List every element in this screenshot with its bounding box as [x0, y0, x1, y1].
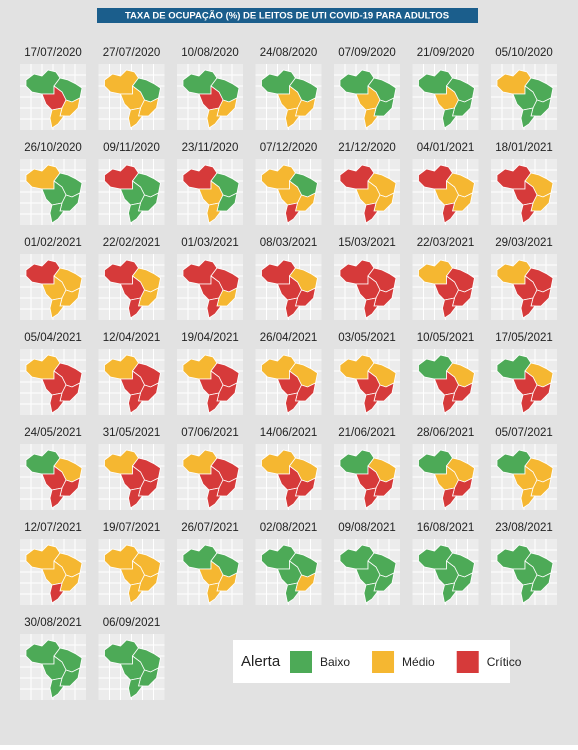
map-date: 22/03/2021 [417, 237, 475, 249]
map-date: 26/10/2020 [24, 142, 82, 154]
map-date: 21/06/2021 [338, 427, 396, 439]
map-region [363, 487, 379, 509]
map-region [128, 297, 144, 319]
map-region [128, 677, 144, 699]
header-title: TAXA DE OCUPAÇÃO (%) DE LEITOS DE UTI CO… [125, 11, 449, 22]
header-bar [97, 8, 478, 23]
map-region [442, 107, 458, 129]
map-region [285, 392, 301, 414]
map-date: 07/09/2020 [338, 47, 396, 59]
map-date: 17/07/2020 [24, 47, 82, 59]
map-date: 21/12/2020 [338, 142, 396, 154]
map-date: 31/05/2021 [103, 427, 161, 439]
map-region [285, 297, 301, 319]
map-region [49, 582, 65, 604]
map-region [442, 392, 458, 414]
map-date: 29/03/2021 [495, 237, 553, 249]
map-region [206, 202, 222, 224]
map-date: 09/08/2021 [338, 522, 396, 534]
map-region [49, 392, 65, 414]
map-date: 28/06/2021 [417, 427, 475, 439]
map-region [442, 582, 458, 604]
map-region [206, 487, 222, 509]
map-date: 16/08/2021 [417, 522, 475, 534]
map-region [520, 582, 536, 604]
map-date: 23/11/2020 [182, 142, 239, 154]
map-date: 01/02/2021 [24, 237, 82, 249]
map-region [520, 297, 536, 319]
legend-swatch [290, 651, 312, 673]
map-date: 03/05/2021 [338, 332, 396, 344]
map-date: 17/05/2021 [495, 332, 553, 344]
map-date: 12/04/2021 [103, 332, 161, 344]
map-region [520, 107, 536, 129]
map-region [128, 582, 144, 604]
map-date: 21/09/2020 [417, 47, 475, 59]
map-region [520, 487, 536, 509]
map-region [520, 392, 536, 414]
map-date: 05/10/2020 [495, 47, 553, 59]
legend-label: Baixo [320, 655, 350, 669]
map-region [128, 392, 144, 414]
legend-label: Crítico [487, 655, 522, 669]
map-region [206, 582, 222, 604]
map-region [442, 297, 458, 319]
map-region [206, 392, 222, 414]
map-region [363, 107, 379, 129]
map-date: 19/07/2021 [103, 522, 161, 534]
map-date: 02/08/2021 [260, 522, 318, 534]
map-region [520, 202, 536, 224]
map-region [285, 107, 301, 129]
legend-title: Alerta [241, 653, 281, 670]
map-date: 22/02/2021 [103, 237, 161, 249]
map-region [363, 392, 379, 414]
map-date: 26/07/2021 [181, 522, 239, 534]
map-region [49, 677, 65, 699]
map-date: 12/07/2021 [24, 522, 82, 534]
legend-swatch [372, 651, 395, 673]
map-region [49, 487, 65, 509]
map-date: 10/05/2021 [417, 332, 475, 344]
map-region [363, 202, 379, 224]
map-region [285, 582, 301, 604]
map-region [363, 297, 379, 319]
map-region [128, 487, 144, 509]
map-date: 05/07/2021 [495, 427, 553, 439]
map-date: 05/04/2021 [24, 332, 82, 344]
map-date: 24/08/2020 [260, 47, 318, 59]
map-date: 15/03/2021 [338, 237, 396, 249]
map-region [285, 487, 301, 509]
map-date: 01/03/2021 [181, 237, 239, 249]
map-date: 24/05/2021 [24, 427, 82, 439]
map-region [442, 487, 458, 509]
map-region [49, 107, 65, 129]
map-date: 07/12/2020 [260, 142, 318, 154]
map-date: 09/11/2020 [103, 142, 160, 154]
map-region [128, 202, 144, 224]
map-date: 27/07/2020 [103, 47, 161, 59]
map-region [442, 202, 458, 224]
map-date: 14/06/2021 [260, 427, 318, 439]
map-date: 19/04/2021 [181, 332, 239, 344]
map-date: 23/08/2021 [495, 522, 553, 534]
map-region [49, 297, 65, 319]
map-region [128, 107, 144, 129]
map-date: 07/06/2021 [181, 427, 239, 439]
legend-label: Médio [402, 655, 435, 669]
legend-swatch [456, 651, 479, 673]
map-date: 30/08/2021 [24, 617, 82, 629]
map-region [285, 202, 301, 224]
map-region [206, 107, 222, 129]
map-date: 04/01/2021 [417, 142, 475, 154]
map-date: 18/01/2021 [495, 142, 553, 154]
map-region [206, 297, 222, 319]
map-date: 06/09/2021 [103, 617, 161, 629]
map-date: 26/04/2021 [260, 332, 318, 344]
map-date: 10/08/2020 [181, 47, 239, 59]
map-region [363, 582, 379, 604]
map-region [49, 202, 65, 224]
map-date: 08/03/2021 [260, 237, 318, 249]
